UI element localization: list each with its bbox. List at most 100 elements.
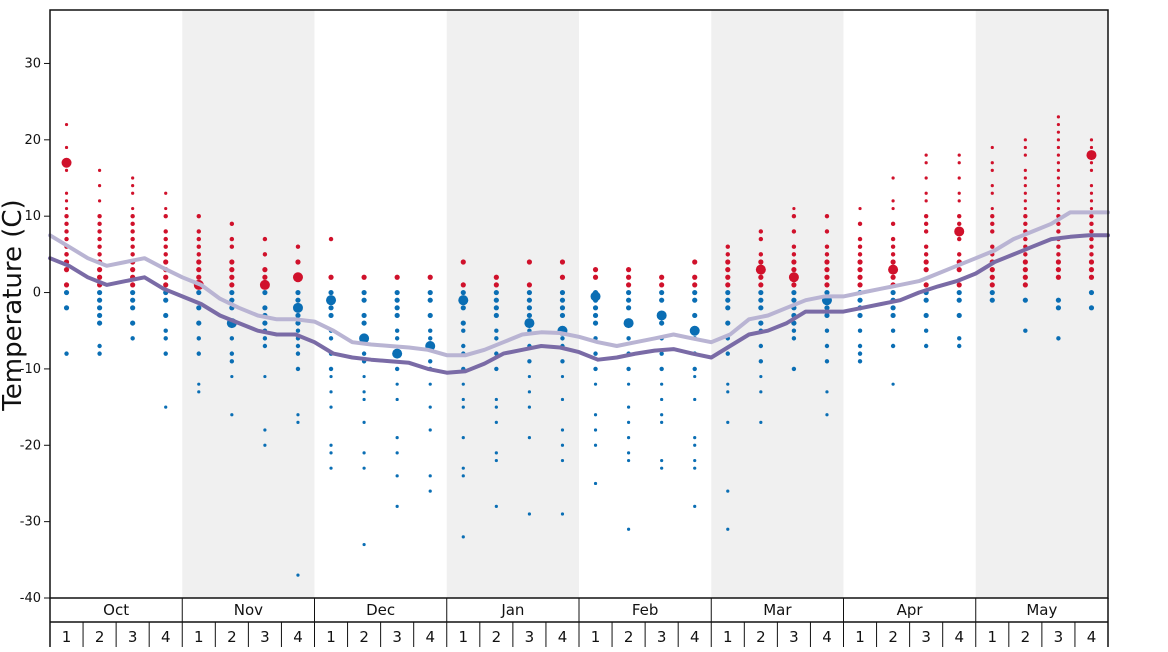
data-point — [394, 336, 400, 341]
data-point — [824, 259, 830, 265]
data-point — [1089, 199, 1094, 203]
data-point-large — [292, 302, 303, 313]
data-point — [362, 374, 366, 379]
data-point — [625, 282, 632, 288]
data-point — [956, 289, 962, 296]
month-label-apr: Apr — [897, 601, 924, 619]
data-point — [163, 297, 169, 303]
week-label: 3 — [921, 628, 931, 646]
data-point — [196, 336, 201, 341]
week-label: 4 — [293, 628, 303, 646]
data-point — [296, 573, 300, 577]
data-point — [791, 252, 797, 257]
data-point — [989, 289, 995, 296]
week-label: 1 — [591, 628, 601, 646]
data-point — [130, 236, 135, 242]
data-point — [1088, 305, 1095, 311]
data-point — [592, 320, 599, 326]
data-point — [1089, 244, 1094, 249]
data-point — [97, 351, 102, 356]
data-point — [196, 274, 202, 280]
data-point — [97, 221, 102, 227]
data-point — [163, 282, 169, 288]
week-label: 2 — [492, 628, 502, 646]
data-point — [361, 289, 367, 296]
data-point — [923, 259, 929, 265]
data-point — [163, 236, 168, 242]
data-point — [1056, 176, 1061, 180]
data-point — [593, 443, 598, 447]
y-axis: -40 -30 -20 -10 0 10 20 30 — [20, 56, 50, 606]
data-point — [1056, 153, 1061, 157]
data-point — [295, 244, 301, 249]
data-point — [527, 512, 532, 516]
data-point — [1023, 168, 1027, 172]
data-point — [526, 282, 533, 288]
x-axis: Oct 1 2 3 4 Nov 1 2 3 4 Dec 1 2 3 4 Jan 1 2 3 4 Feb 1 2 3 4 Mar 1 2… — [49, 598, 1109, 647]
data-point — [97, 199, 102, 203]
data-point — [164, 405, 168, 409]
data-point-large — [326, 295, 337, 306]
data-point — [361, 312, 367, 319]
data-point — [1056, 252, 1061, 257]
data-point — [460, 320, 466, 326]
data-point — [263, 428, 267, 432]
data-point — [163, 351, 168, 356]
data-point-large — [359, 333, 370, 344]
data-point — [96, 297, 103, 303]
data-point — [163, 312, 169, 319]
data-point — [890, 328, 896, 333]
data-point — [923, 297, 929, 303]
data-point — [957, 213, 962, 219]
data-point — [956, 297, 962, 303]
y-axis-label: Temperature (C) — [0, 199, 28, 411]
data-point — [1089, 168, 1094, 172]
data-point — [494, 328, 499, 333]
data-point — [229, 221, 235, 227]
data-point — [659, 320, 665, 326]
data-point — [427, 312, 433, 319]
data-point — [924, 153, 928, 157]
data-point — [64, 351, 69, 356]
data-point — [493, 282, 499, 288]
data-point — [229, 236, 235, 242]
data-point — [1056, 206, 1061, 211]
data-point — [626, 366, 631, 372]
data-point — [758, 305, 764, 311]
data-point — [295, 259, 301, 265]
data-point — [527, 436, 532, 440]
data-point — [1056, 115, 1061, 119]
data-point — [64, 229, 69, 234]
data-point — [130, 213, 135, 219]
data-point — [163, 259, 169, 265]
data-point — [229, 359, 235, 364]
data-point — [163, 274, 169, 280]
data-point — [1022, 259, 1028, 265]
week-label: 3 — [1054, 628, 1064, 646]
data-point — [460, 305, 466, 311]
data-point — [593, 366, 598, 372]
week-label: 4 — [822, 628, 832, 646]
data-point — [726, 382, 730, 386]
data-point — [428, 474, 432, 478]
data-point — [758, 282, 764, 288]
data-point — [163, 213, 168, 219]
data-point — [857, 244, 863, 249]
data-point — [791, 244, 797, 249]
data-point — [163, 328, 168, 333]
data-point — [461, 343, 466, 349]
data-point-large — [788, 272, 799, 283]
data-point — [230, 374, 234, 379]
data-point — [229, 282, 235, 288]
data-point — [395, 504, 399, 508]
data-point — [924, 199, 928, 203]
data-point — [791, 267, 797, 273]
data-point — [1088, 289, 1095, 296]
data-point — [758, 297, 764, 303]
data-point — [957, 161, 961, 165]
data-point — [494, 458, 498, 463]
data-point — [428, 328, 433, 333]
data-point — [560, 397, 565, 402]
data-point — [461, 397, 465, 402]
